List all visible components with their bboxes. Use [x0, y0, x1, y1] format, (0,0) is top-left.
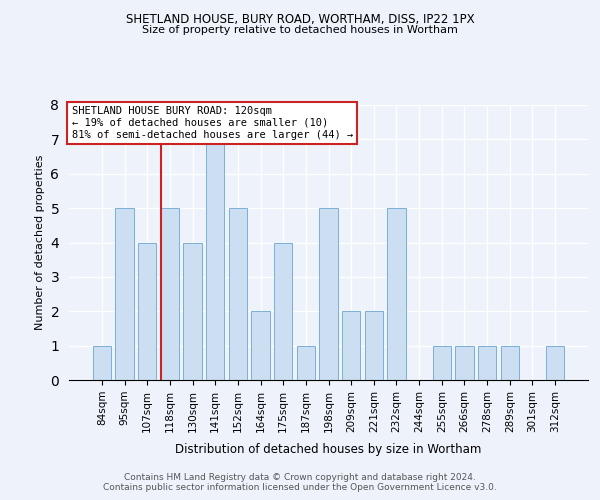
- Bar: [365, 311, 383, 380]
- Text: SHETLAND HOUSE BURY ROAD: 120sqm
← 19% of detached houses are smaller (10)
81% o: SHETLAND HOUSE BURY ROAD: 120sqm ← 19% o…: [71, 106, 353, 140]
- Bar: [138, 242, 157, 380]
- Bar: [251, 311, 270, 380]
- Bar: [161, 208, 179, 380]
- Bar: [455, 346, 474, 380]
- Bar: [274, 242, 292, 380]
- Bar: [342, 311, 361, 380]
- Bar: [546, 346, 565, 380]
- Text: SHETLAND HOUSE, BURY ROAD, WORTHAM, DISS, IP22 1PX: SHETLAND HOUSE, BURY ROAD, WORTHAM, DISS…: [125, 12, 475, 26]
- Y-axis label: Number of detached properties: Number of detached properties: [35, 155, 45, 330]
- Bar: [433, 346, 451, 380]
- Text: Size of property relative to detached houses in Wortham: Size of property relative to detached ho…: [142, 25, 458, 35]
- Bar: [92, 346, 111, 380]
- Bar: [229, 208, 247, 380]
- Bar: [319, 208, 338, 380]
- Bar: [115, 208, 134, 380]
- Bar: [206, 140, 224, 380]
- Bar: [183, 242, 202, 380]
- Bar: [387, 208, 406, 380]
- Text: Contains HM Land Registry data © Crown copyright and database right 2024.
Contai: Contains HM Land Registry data © Crown c…: [103, 473, 497, 492]
- Bar: [478, 346, 496, 380]
- X-axis label: Distribution of detached houses by size in Wortham: Distribution of detached houses by size …: [175, 443, 482, 456]
- Bar: [296, 346, 315, 380]
- Bar: [500, 346, 519, 380]
